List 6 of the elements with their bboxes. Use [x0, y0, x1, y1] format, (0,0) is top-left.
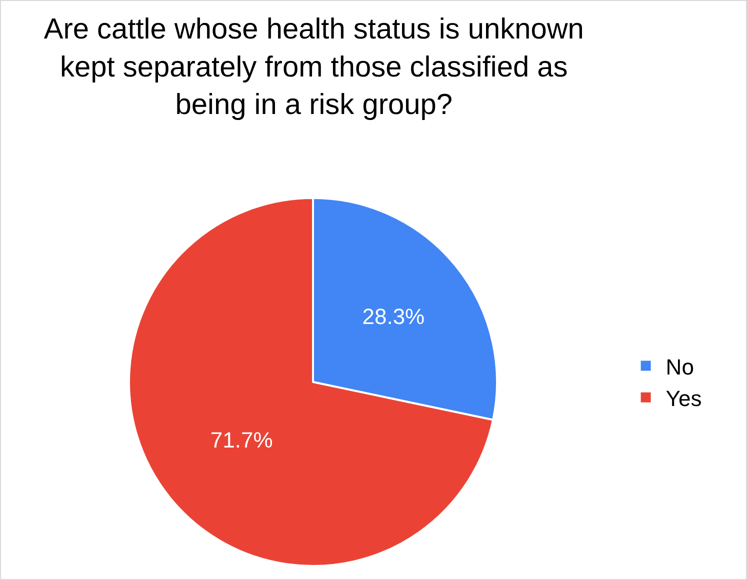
- data-label: 28.3%: [362, 304, 425, 330]
- chart-title: Are cattle whose health status is unknown kept separately from those classified as being in a risk group?: [44, 14, 584, 121]
- data-label: 71.7%: [210, 427, 273, 452]
- pie-slice: [128, 197, 494, 567]
- legend-label: No: [666, 354, 694, 380]
- legend-label: Yes: [666, 386, 702, 411]
